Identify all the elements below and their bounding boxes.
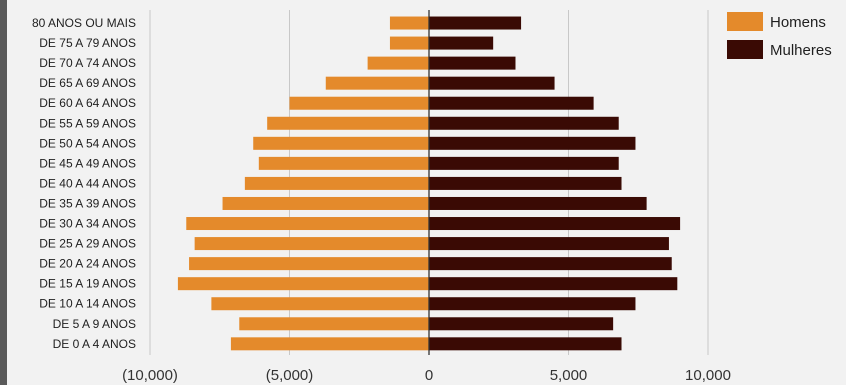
bar-mulheres-9 xyxy=(429,196,647,210)
bar-homens-7 xyxy=(258,156,429,170)
legend-label-1: Mulheres xyxy=(770,42,832,59)
bar-homens-4 xyxy=(289,96,429,110)
bar-mulheres-15 xyxy=(429,317,614,331)
bar-mulheres-3 xyxy=(429,76,555,90)
legend-swatch-0 xyxy=(727,12,763,31)
bar-homens-0 xyxy=(389,16,429,30)
bar-homens-11 xyxy=(194,237,429,251)
bar-mulheres-10 xyxy=(429,217,681,231)
category-label: DE 35 A 39 ANOS xyxy=(39,196,136,210)
bar-homens-6 xyxy=(253,136,429,150)
bar-mulheres-6 xyxy=(429,136,636,150)
bar-mulheres-1 xyxy=(429,36,494,50)
legend: Homens Mulheres xyxy=(727,12,832,59)
bar-mulheres-5 xyxy=(429,116,619,130)
bar-mulheres-8 xyxy=(429,176,622,190)
category-label: DE 50 A 54 ANOS xyxy=(39,136,136,150)
bar-homens-15 xyxy=(239,317,429,331)
category-label: DE 75 A 79 ANOS xyxy=(39,36,136,50)
category-label: DE 25 A 29 ANOS xyxy=(39,237,136,251)
bar-homens-2 xyxy=(367,56,429,70)
bar-mulheres-16 xyxy=(429,337,622,351)
category-label: DE 0 A 4 ANOS xyxy=(53,337,136,351)
window-edge xyxy=(0,0,7,385)
legend-swatch-1 xyxy=(727,40,763,59)
bar-mulheres-13 xyxy=(429,277,678,291)
bar-homens-8 xyxy=(244,176,429,190)
category-label: DE 60 A 64 ANOS xyxy=(39,96,136,110)
bar-mulheres-4 xyxy=(429,96,594,110)
bars xyxy=(177,16,681,351)
category-label: DE 40 A 44 ANOS xyxy=(39,176,136,190)
bar-homens-13 xyxy=(177,277,429,291)
category-label: DE 55 A 59 ANOS xyxy=(39,116,136,130)
x-tick-label: (5,000) xyxy=(266,367,314,384)
bar-mulheres-2 xyxy=(429,56,516,70)
bar-mulheres-12 xyxy=(429,257,672,271)
category-label: 80 ANOS OU MAIS xyxy=(32,16,136,30)
x-tick-label: 0 xyxy=(425,367,433,384)
category-labels: 80 ANOS OU MAIS DE 75 A 79 ANOS DE 70 A 74… xyxy=(32,16,136,351)
x-axis-tick-labels: (10,000) (5,000) 0 5,000 10,000 xyxy=(122,367,731,384)
bar-homens-5 xyxy=(267,116,429,130)
category-label: DE 65 A 69 ANOS xyxy=(39,76,136,90)
category-label: DE 10 A 14 ANOS xyxy=(39,297,136,311)
category-label: DE 45 A 49 ANOS xyxy=(39,156,136,170)
category-label: DE 30 A 34 ANOS xyxy=(39,217,136,231)
bar-homens-3 xyxy=(325,76,429,90)
legend-label-0: Homens xyxy=(770,14,826,31)
bar-homens-1 xyxy=(389,36,429,50)
category-label: DE 70 A 74 ANOS xyxy=(39,56,136,70)
x-tick-label: (10,000) xyxy=(122,367,178,384)
category-label: DE 5 A 9 ANOS xyxy=(53,317,136,331)
bar-homens-10 xyxy=(186,217,429,231)
bar-mulheres-0 xyxy=(429,16,522,30)
bar-mulheres-7 xyxy=(429,156,619,170)
category-label: DE 20 A 24 ANOS xyxy=(39,257,136,271)
bar-homens-14 xyxy=(211,297,429,311)
bar-mulheres-11 xyxy=(429,237,669,251)
bar-homens-12 xyxy=(189,257,429,271)
bar-mulheres-14 xyxy=(429,297,636,311)
category-label: DE 15 A 19 ANOS xyxy=(39,277,136,291)
x-tick-label: 10,000 xyxy=(685,367,731,384)
bar-homens-9 xyxy=(222,196,429,210)
x-tick-label: 5,000 xyxy=(550,367,588,384)
bar-homens-16 xyxy=(230,337,429,351)
